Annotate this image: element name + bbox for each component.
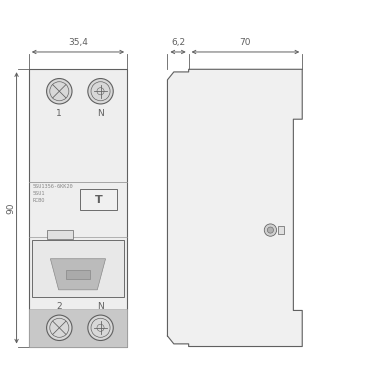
Text: 70: 70 <box>240 38 251 47</box>
Polygon shape <box>167 69 302 346</box>
Text: 6,2: 6,2 <box>171 38 185 47</box>
Text: N: N <box>97 302 104 311</box>
Text: 35,4: 35,4 <box>68 38 88 47</box>
Circle shape <box>264 224 276 236</box>
Text: 5SU1356-6KK20: 5SU1356-6KK20 <box>33 184 74 189</box>
Polygon shape <box>50 259 105 290</box>
Text: 2: 2 <box>57 302 62 311</box>
Text: 90: 90 <box>6 202 15 214</box>
Text: 5SU1: 5SU1 <box>33 191 45 196</box>
Text: N: N <box>97 109 104 117</box>
Circle shape <box>88 315 113 340</box>
Circle shape <box>267 227 273 233</box>
Circle shape <box>88 79 113 104</box>
Bar <box>80 189 117 211</box>
Bar <box>29 69 127 346</box>
Bar <box>278 226 283 234</box>
Text: 1: 1 <box>57 109 62 117</box>
Circle shape <box>47 79 72 104</box>
Bar <box>65 270 90 279</box>
Bar <box>29 309 127 346</box>
Text: RCBO: RCBO <box>33 198 45 203</box>
Bar <box>47 230 72 239</box>
Circle shape <box>47 315 72 340</box>
Bar <box>32 240 124 296</box>
Text: T: T <box>95 195 102 205</box>
